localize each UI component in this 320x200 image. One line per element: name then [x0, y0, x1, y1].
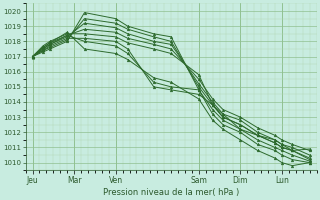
X-axis label: Pression niveau de la mer( hPa ): Pression niveau de la mer( hPa ) [103, 188, 239, 197]
